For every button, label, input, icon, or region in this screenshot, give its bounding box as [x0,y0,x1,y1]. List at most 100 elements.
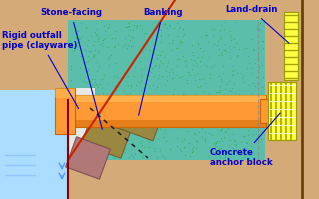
Point [199,91,204,94]
Point [112,85,117,88]
Point [202,139,207,142]
Polygon shape [66,137,110,179]
Point [193,78,198,81]
Point [215,144,220,147]
Point [78,123,83,126]
Point [68,78,73,81]
Point [105,26,110,29]
Point [89,135,94,138]
Point [147,49,152,52]
Point [233,20,238,24]
Point [140,74,145,77]
Point [155,54,160,57]
Point [255,56,260,59]
Point [128,63,133,66]
Point [195,104,200,107]
Bar [268,82,296,140]
Point [156,20,161,24]
Point [211,141,217,144]
Point [94,83,100,86]
Point [93,77,98,81]
Point [91,122,96,125]
Point [100,44,105,48]
Point [178,39,183,42]
Point [160,122,165,126]
Point [70,151,75,154]
Point [139,27,145,30]
Point [125,74,130,78]
Point [168,24,173,27]
Point [72,98,77,101]
Point [118,113,123,117]
Point [111,46,116,49]
Point [154,57,159,60]
Point [190,43,195,46]
Point [158,148,163,152]
Point [221,65,226,68]
Point [76,29,81,32]
Point [125,46,130,49]
Point [95,69,100,72]
Point [79,153,84,157]
Point [137,23,142,26]
Point [168,113,173,116]
Point [141,31,146,34]
Point [239,95,244,99]
Point [109,37,115,40]
Point [91,108,96,111]
Point [158,41,163,44]
Point [186,111,191,114]
Point [93,107,99,110]
Point [234,144,239,147]
Point [161,22,167,25]
Point [162,132,167,135]
Point [94,61,100,64]
Point [247,62,252,65]
Point [78,97,83,100]
Point [122,120,127,123]
Point [218,38,223,41]
Point [182,111,187,114]
Point [75,136,80,139]
Bar [68,95,266,102]
Point [177,147,182,150]
Point [247,156,252,160]
Point [181,55,186,58]
Point [193,93,198,96]
Point [219,137,224,140]
Point [244,146,249,150]
Point [120,77,125,80]
Point [88,34,93,37]
Point [101,41,106,44]
Point [157,127,162,131]
Point [164,26,169,30]
Point [196,55,201,58]
Point [242,105,248,108]
Point [124,105,129,108]
Point [221,136,226,139]
Point [204,113,209,117]
Point [148,146,153,149]
Point [148,132,153,136]
Point [142,66,147,69]
Point [211,43,217,46]
Point [223,87,228,90]
Bar [284,12,298,80]
Point [222,27,227,30]
Point [101,38,107,41]
Point [223,129,228,132]
Point [122,137,127,140]
Point [99,78,104,81]
Point [133,65,138,68]
Point [241,134,246,138]
Point [192,131,197,134]
Point [130,28,135,32]
Point [198,46,203,49]
Point [140,139,145,142]
Point [157,64,162,67]
Point [83,48,88,52]
Point [102,140,107,143]
Point [85,105,90,108]
Point [181,60,186,63]
Point [99,129,104,132]
